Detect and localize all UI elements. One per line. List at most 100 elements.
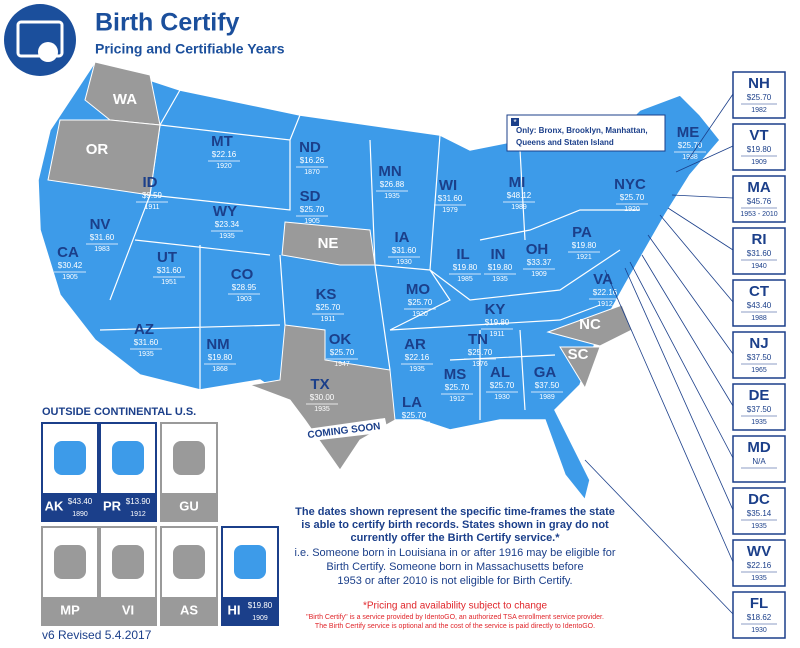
state-abbr: AL	[490, 364, 510, 381]
leader-line	[667, 207, 734, 251]
state-abbr: KY	[485, 301, 506, 318]
state-price: $22.16	[212, 150, 237, 159]
state-abbr: AR	[404, 336, 426, 353]
state-abbr: CA	[57, 244, 79, 261]
state-abbr: PA	[572, 224, 592, 241]
tile-shape	[234, 545, 266, 579]
logo-badge	[38, 42, 58, 62]
tile-strip	[100, 493, 156, 521]
state-price: $22.16	[593, 288, 618, 297]
state-price: $37.50	[535, 381, 560, 390]
state-price: $25.70	[620, 193, 645, 202]
state-price: $25.70	[468, 348, 493, 357]
state-abbr: MT	[211, 133, 233, 150]
callout-abbr: DE	[749, 387, 770, 404]
note-example: 1953 or after 2010 is not eligible for B…	[337, 575, 572, 587]
tile-shape	[173, 441, 205, 475]
tile-strip	[161, 493, 217, 521]
state-price: $25.70	[402, 411, 427, 420]
callout-box	[732, 279, 786, 327]
state-abbr: AZ	[134, 321, 154, 338]
callout-abbr: WV	[747, 543, 771, 560]
state-price: $28.95	[232, 283, 257, 292]
callout-box	[732, 383, 786, 431]
state-year: 1935	[219, 233, 235, 240]
note-fine: "Birth Certify" is a service provided by…	[306, 614, 604, 621]
callout-abbr: CT	[749, 283, 769, 300]
title: Birth Certify	[95, 9, 240, 37]
callout-abbr: NH	[748, 75, 770, 92]
state-price: $31.60	[90, 233, 115, 242]
callout-year: 1940	[751, 263, 767, 270]
callout-price: $25.70	[747, 93, 772, 102]
note-main: currently offer the Birth Certify servic…	[350, 532, 560, 544]
state-year: 1935	[384, 193, 400, 200]
state-price: $25.70	[490, 381, 515, 390]
state-price: $30.42	[58, 261, 83, 270]
leader-line	[647, 234, 734, 355]
state-abbr: VA	[593, 271, 613, 288]
note-pricing: *Pricing and availability subject to cha…	[363, 601, 547, 612]
state-year: 1868	[212, 366, 228, 373]
state-abbr: OH	[526, 241, 549, 258]
state-abbr: OR	[86, 141, 109, 158]
tile-shape	[112, 545, 144, 579]
tile-year: 1909	[252, 615, 268, 622]
tile-shape	[112, 441, 144, 475]
state-abbr: IN	[491, 246, 506, 263]
callout-year: 1935	[751, 419, 767, 426]
tile-price: $43.40	[68, 497, 93, 506]
outside-heading: OUTSIDE CONTINENTAL U.S.	[42, 406, 196, 418]
state-abbr: ME	[677, 124, 700, 141]
tile-abbr: MP	[60, 602, 80, 617]
leader-line	[675, 145, 734, 173]
callout-year: 1953 - 2010	[740, 211, 777, 218]
state-abbr: OK	[329, 331, 352, 348]
state-year: 1911	[320, 316, 335, 323]
state-year: 1985	[457, 276, 473, 283]
state-abbr: KS	[316, 286, 337, 303]
state-abbr: TN	[468, 331, 488, 348]
state-year: 1935	[409, 366, 425, 373]
state-abbr: NE	[318, 235, 339, 252]
leader-line	[629, 261, 734, 459]
state-price: $25.70	[316, 303, 341, 312]
callout-year: 1982	[751, 107, 767, 114]
callout-box	[732, 71, 786, 119]
callout-abbr: FL	[750, 595, 768, 612]
callout-price: $43.40	[747, 301, 772, 310]
state-year: 1976	[472, 361, 488, 368]
state-abbr: WY	[213, 203, 237, 220]
state-shape-gray	[281, 221, 376, 266]
note-example: Birth Certify. Someone born in Massachus…	[326, 561, 583, 573]
state-price: $33.37	[527, 258, 552, 267]
state-abbr: NM	[206, 336, 229, 353]
state-abbr: MN	[378, 163, 401, 180]
state-price: $25.70	[300, 205, 325, 214]
nyc-note: Only: Bronx, Brooklyn, Manhattan,	[516, 126, 648, 135]
leader-line	[659, 214, 734, 303]
callout-abbr: VT	[749, 127, 768, 144]
state-year: 1903	[236, 296, 252, 303]
callout-price: $19.80	[747, 145, 772, 154]
state-year: 1935	[492, 276, 508, 283]
state-year: 1920	[412, 311, 428, 318]
nyc-note-marker: *	[513, 118, 516, 127]
callout-price: $35.14	[747, 509, 772, 518]
state-abbr: NV	[90, 216, 111, 233]
callout-year: 1930	[751, 627, 767, 634]
callout-box	[732, 591, 786, 639]
state-abbr: ND	[299, 139, 321, 156]
state-year: 1912	[449, 396, 465, 403]
state-year: 1951	[161, 279, 177, 286]
tile-year: 1890	[72, 511, 88, 518]
tile-abbr: PR	[103, 498, 122, 513]
coming-soon-banner	[300, 418, 388, 442]
tile-year: 1912	[130, 511, 146, 518]
callout-box	[732, 539, 786, 587]
callout-price: $45.76	[747, 197, 772, 206]
callout-box	[732, 175, 786, 223]
note-fine: The Birth Certify service is optional an…	[315, 623, 595, 630]
state-year: 1920	[624, 206, 640, 213]
